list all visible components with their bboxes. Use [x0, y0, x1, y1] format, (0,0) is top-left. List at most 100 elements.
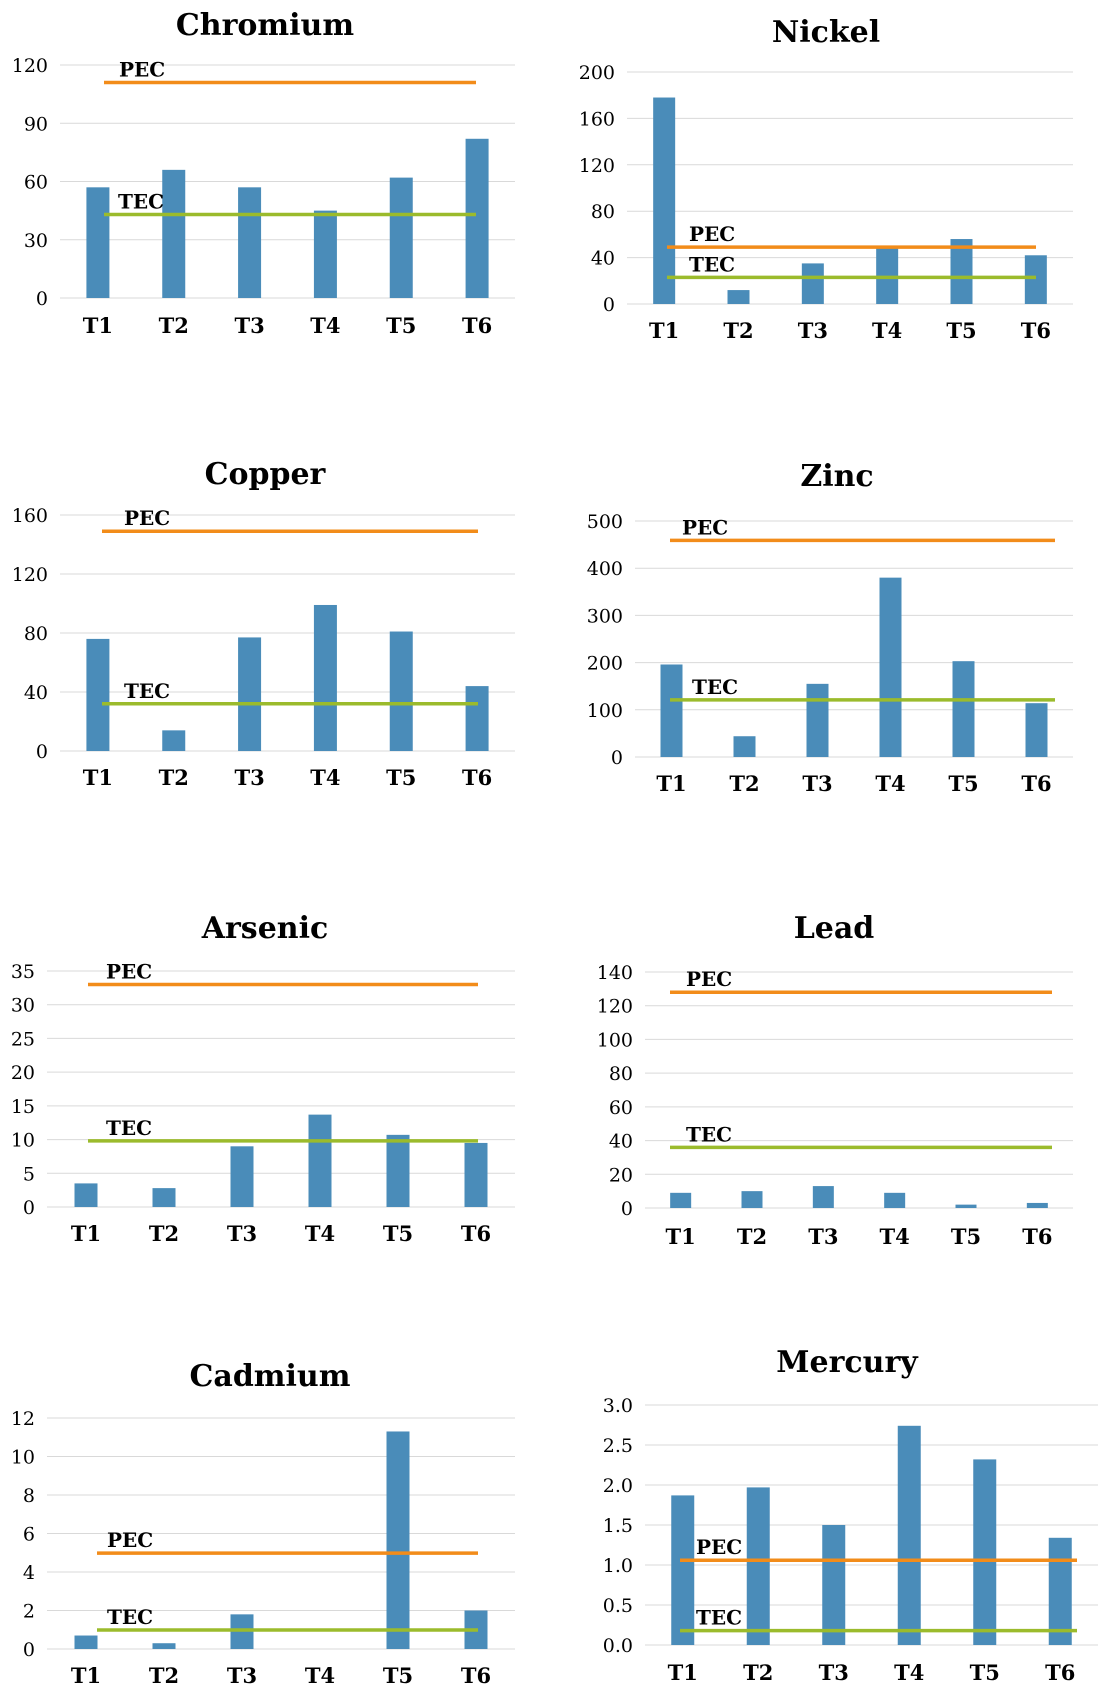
x-tick-label: T2 — [159, 765, 189, 790]
x-tick-label: T5 — [970, 1660, 1000, 1684]
chart-title: Nickel — [772, 15, 880, 50]
x-tick-label: T6 — [1021, 318, 1051, 343]
bar-t5 — [973, 1459, 997, 1645]
x-tick-label: T1 — [83, 313, 113, 338]
x-tick-label: T5 — [948, 771, 978, 796]
x-tick-label: T3 — [819, 1660, 849, 1684]
y-tick-label: 1.0 — [603, 1555, 633, 1577]
x-tick-label: T5 — [946, 318, 976, 343]
bar-t3 — [806, 683, 829, 757]
chart-6: Cadmium 0 2 4 6 8 10 12 T1 T2 T3 T4 T5 T6 PEC TEC — [11, 1359, 515, 1684]
bar-t2 — [733, 736, 756, 757]
bar-t6 — [465, 686, 489, 751]
bar-t2 — [746, 1487, 770, 1645]
bar-t2 — [162, 169, 186, 298]
bar-t1 — [653, 97, 676, 305]
y-tick-label: 0 — [23, 1639, 35, 1661]
x-tick-label: T6 — [1021, 771, 1051, 796]
y-tick-label: 80 — [609, 1063, 633, 1085]
y-tick-label: 2.0 — [603, 1475, 633, 1497]
y-tick-label: 0.0 — [603, 1635, 633, 1657]
x-tick-label: T6 — [462, 313, 492, 338]
bar-t6 — [1026, 1202, 1048, 1208]
y-tick-label: 0 — [36, 741, 48, 763]
y-tick-label: 10 — [11, 1447, 35, 1469]
bar-t1 — [671, 1495, 695, 1645]
y-tick-label: 6 — [23, 1524, 35, 1546]
x-tick-label: T2 — [729, 771, 759, 796]
chart-title: Mercury — [776, 1345, 919, 1380]
y-tick-label: 120 — [597, 996, 633, 1018]
y-tick-label: 0 — [621, 1198, 633, 1220]
chart-1: Nickel 0 40 80 120 160 200 T1 T2 T3 T4 T5 T6 PEC TEC — [579, 15, 1073, 343]
bar-t2 — [741, 1191, 763, 1208]
x-tick-label: T5 — [386, 765, 416, 790]
bar-t3 — [238, 637, 262, 751]
x-tick-label: T1 — [668, 1660, 698, 1684]
chart-5: Lead 0 20 40 60 80 100 120 140 T1 T2 T3 T4 T5 T6 PEC TEC — [597, 911, 1073, 1249]
x-tick-label: T1 — [666, 1224, 696, 1249]
y-tick-label: 200 — [587, 653, 623, 675]
y-tick-label: 60 — [609, 1097, 633, 1119]
bar-t5 — [389, 177, 413, 298]
pec-label: PEC — [119, 57, 165, 81]
x-tick-label: T3 — [798, 318, 828, 343]
y-tick-label: 120 — [12, 55, 48, 77]
x-tick-label: T2 — [159, 313, 189, 338]
tec-label: TEC — [696, 1606, 742, 1630]
bar-t1 — [86, 638, 110, 751]
y-tick-label: 300 — [587, 605, 623, 627]
y-tick-label: 100 — [587, 700, 623, 722]
x-tick-label: T1 — [71, 1663, 101, 1684]
bar-t1 — [86, 187, 110, 298]
x-tick-label: T4 — [305, 1663, 335, 1684]
x-tick-label: T6 — [461, 1663, 491, 1684]
chart-2: Copper 0 40 80 120 160 T1 T2 T3 T4 T5 T6 PEC TEC — [12, 457, 515, 790]
tec-label: TEC — [686, 1122, 732, 1146]
bar-t3 — [822, 1525, 846, 1645]
x-tick-label: T3 — [234, 313, 264, 338]
y-tick-label: 30 — [11, 995, 35, 1017]
x-tick-label: T6 — [1045, 1660, 1075, 1684]
tec-label: TEC — [118, 190, 164, 214]
bar-t1 — [660, 664, 683, 757]
x-tick-label: T4 — [305, 1221, 335, 1246]
y-tick-label: 4 — [23, 1562, 35, 1584]
pec-label: PEC — [107, 1528, 153, 1552]
chart-4: Arsenic 0 5 10 15 20 25 30 35 T1 T2 T3 T4 T5 T6 PEC TEC — [11, 911, 515, 1246]
y-tick-label: 30 — [24, 230, 48, 252]
y-tick-label: 40 — [591, 248, 615, 270]
tec-label: TEC — [124, 679, 170, 703]
y-tick-label: 20 — [11, 1062, 35, 1084]
y-tick-label: 0 — [23, 1197, 35, 1219]
bar-t4 — [313, 210, 337, 298]
y-tick-label: 400 — [587, 558, 623, 580]
chart-title: Lead — [794, 911, 875, 946]
y-tick-label: 35 — [11, 961, 35, 983]
bar-t2 — [162, 730, 186, 751]
x-tick-label: T1 — [71, 1221, 101, 1246]
x-tick-label: T2 — [149, 1221, 179, 1246]
bar-t6 — [464, 1142, 488, 1207]
y-tick-label: 40 — [609, 1131, 633, 1153]
x-tick-label: T4 — [894, 1660, 924, 1684]
bar-t4 — [884, 1192, 906, 1208]
chart-title: Arsenic — [201, 911, 329, 946]
bar-t6 — [1048, 1537, 1072, 1645]
y-tick-label: 160 — [12, 505, 48, 527]
x-tick-label: T4 — [310, 765, 340, 790]
pec-label: PEC — [682, 515, 728, 539]
chart-title: Zinc — [800, 459, 873, 494]
x-tick-label: T5 — [951, 1224, 981, 1249]
y-tick-label: 100 — [597, 1029, 633, 1051]
bar-t3 — [801, 263, 824, 304]
x-tick-label: T4 — [872, 318, 902, 343]
y-tick-label: 60 — [24, 172, 48, 194]
y-tick-label: 120 — [579, 155, 615, 177]
bar-t3 — [230, 1146, 254, 1207]
bar-t4 — [308, 1114, 332, 1207]
x-tick-label: T3 — [227, 1221, 257, 1246]
bar-t5 — [386, 1134, 410, 1207]
bar-t1 — [670, 1192, 692, 1208]
y-tick-label: 12 — [11, 1408, 35, 1430]
